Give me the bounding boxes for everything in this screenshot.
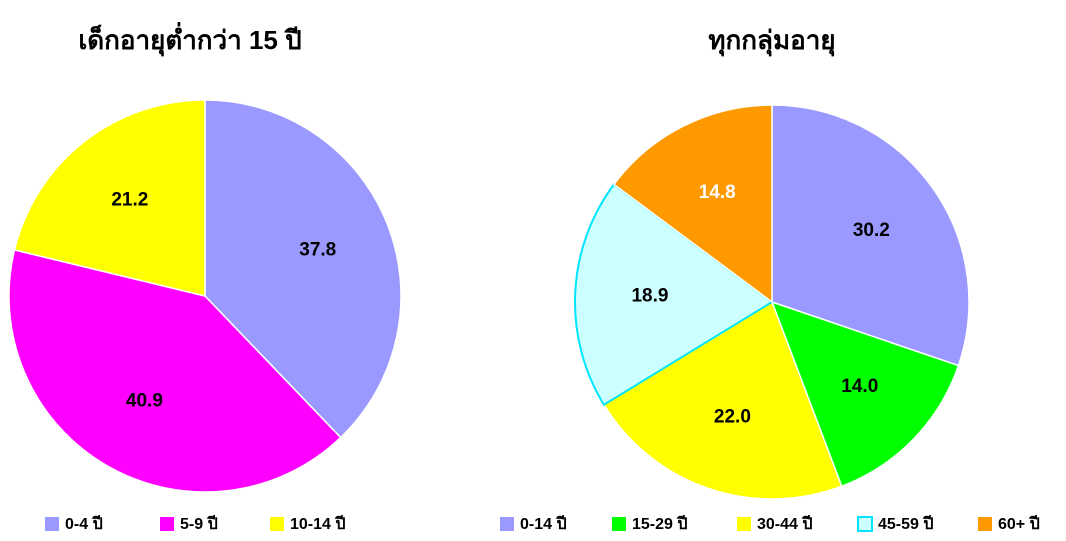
chart-title: เด็กอายุต่ำกว่า 15 ปี: [78, 21, 301, 57]
legend-label: 45-59 ปี: [878, 514, 934, 533]
legend-label: 0-14 ปี: [520, 514, 567, 533]
value-label: 18.9: [631, 285, 668, 306]
legend-label: 5-9 ปี: [180, 514, 218, 533]
legend-label: 30-44 ปี: [757, 514, 813, 533]
legend-swatch: [737, 517, 751, 531]
value-label: 14.8: [699, 182, 736, 203]
pie-slice: [13, 99, 206, 297]
legend-swatch: [270, 517, 284, 531]
legend-swatch: [160, 517, 174, 531]
chart-title: ทุกกลุ่มอายุ: [708, 25, 835, 57]
value-label: 30.2: [853, 220, 890, 241]
legend-label: 10-14 ปี: [290, 514, 346, 533]
legend-swatch: [612, 517, 626, 531]
legend-label: 0-4 ปี: [65, 514, 103, 533]
pie-slice: [602, 300, 843, 500]
pie-slice: [612, 104, 773, 304]
value-label: 14.0: [841, 376, 878, 397]
value-label: 37.8: [299, 240, 336, 261]
pie-slice: [574, 182, 774, 407]
legend-label: 15-29 ปี: [632, 514, 688, 533]
legend-swatch: [978, 517, 992, 531]
legend-label: 60+ ปี: [998, 514, 1040, 533]
pie-slice: [770, 300, 960, 488]
pie-slice: [771, 104, 970, 367]
value-label: 40.9: [126, 390, 163, 411]
pie-slice: [204, 99, 402, 439]
legend-swatch: [45, 517, 59, 531]
pie-slice: [8, 248, 342, 493]
value-label: 21.2: [111, 190, 148, 211]
legend-swatch: [857, 516, 873, 532]
legend-swatch: [500, 517, 514, 531]
value-label: 22.0: [714, 407, 751, 428]
